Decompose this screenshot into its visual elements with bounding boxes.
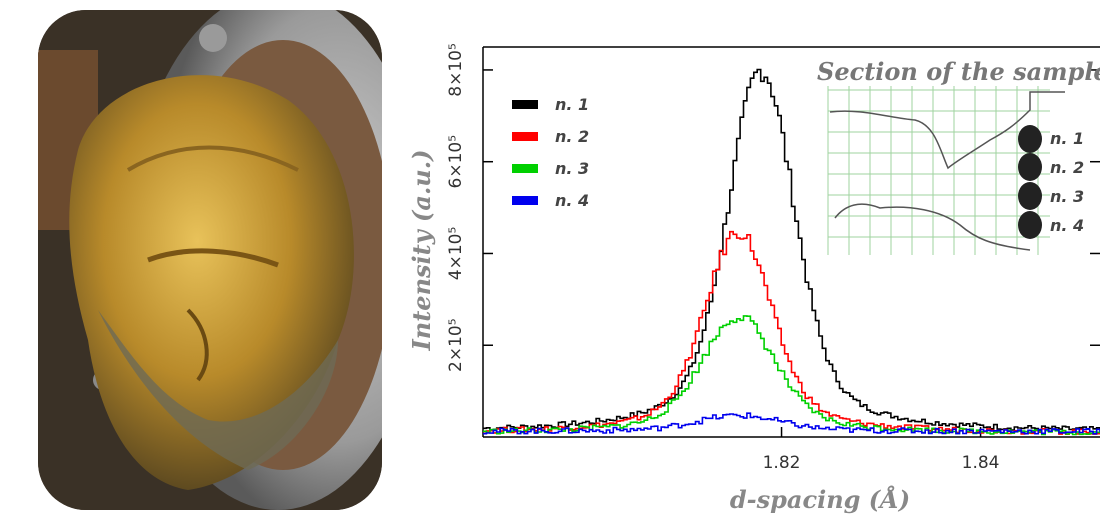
y-tick-label: 8×10⁵ xyxy=(446,43,466,97)
x-axis-title: d-spacing (Å) xyxy=(730,485,910,514)
y-tick-label: 4×10⁵ xyxy=(446,227,466,281)
inset-label-4: n. 4 xyxy=(1050,216,1084,235)
x-tick-label: 1.82 xyxy=(763,453,801,473)
legend-swatch-n4 xyxy=(512,196,538,205)
x-tick-label: 1.84 xyxy=(962,453,1000,473)
inset-grid xyxy=(827,86,1050,255)
inset-label-1: n. 1 xyxy=(1050,129,1084,148)
sample-photo xyxy=(38,10,382,510)
legend-swatch-n3 xyxy=(512,164,538,173)
sample-section-inset: Section of the sample n. 1 n. 2 n. 3 n. … xyxy=(817,57,1100,255)
inset-dot-1 xyxy=(1018,125,1042,153)
inset-label-3: n. 3 xyxy=(1050,187,1084,206)
y-axis-title: Intensity (a.u.) xyxy=(407,150,436,352)
legend-label-n2: n. 2 xyxy=(555,127,589,146)
inset-dot-2 xyxy=(1018,153,1042,181)
legend-label-n1: n. 1 xyxy=(555,95,589,114)
legend-label-n4: n. 4 xyxy=(555,191,589,210)
legend: n. 1 n. 2 n. 3 n. 4 xyxy=(512,95,589,210)
inset-label-2: n. 2 xyxy=(1050,158,1084,177)
legend-label-n3: n. 3 xyxy=(555,159,589,178)
inset-title: Section of the sample xyxy=(817,57,1100,86)
series-lines xyxy=(483,68,1100,436)
series-line-1 xyxy=(483,68,1100,432)
y-tick-label: 2×10⁵ xyxy=(446,318,466,372)
legend-swatch-n1 xyxy=(512,100,538,109)
bronze-head-image xyxy=(38,10,382,510)
series-line-4 xyxy=(483,412,1100,435)
inset-lower-profile xyxy=(834,203,1031,251)
series-line-2 xyxy=(483,230,1100,435)
y-tick-label: 6×10⁵ xyxy=(446,135,466,189)
series-line-3 xyxy=(483,315,1100,436)
legend-swatch-n2 xyxy=(512,132,538,141)
y-ticks: 2×10⁵ 4×10⁵ 6×10⁵ 8×10⁵ xyxy=(446,43,1100,372)
inset-dot-4 xyxy=(1018,211,1042,239)
x-ticks: 1.82 1.84 xyxy=(763,427,1000,473)
inset-upper-profile xyxy=(829,91,1065,170)
inset-dot-3 xyxy=(1018,182,1042,210)
